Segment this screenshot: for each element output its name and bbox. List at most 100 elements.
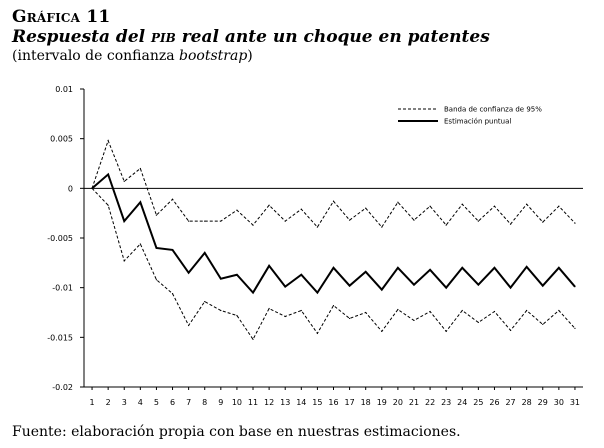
title-abbr: pib [151, 27, 176, 47]
confidence-band-point [558, 205, 560, 207]
confidence-band-point [188, 220, 190, 222]
point-estimate-point [574, 286, 576, 288]
confidence-band-point [526, 203, 528, 205]
y-tick-label: -0.005 [47, 234, 73, 243]
y-tick-label: 0.01 [55, 85, 73, 94]
subtitle-italic: bootstrap [179, 48, 248, 64]
point-estimate-point [155, 247, 158, 249]
y-tick-label: -0.015 [47, 333, 73, 342]
confidence-band-point [413, 219, 415, 221]
point-estimate-point [123, 220, 125, 222]
x-tick-label: 17 [345, 398, 355, 407]
point-estimate-point [220, 278, 222, 280]
confidence-band-line [91, 139, 576, 228]
confidence-band-point [300, 309, 302, 312]
x-tick-label: 15 [312, 398, 322, 407]
confidence-band-point [348, 317, 351, 320]
point-estimate-point [91, 187, 93, 189]
confidence-band-point [204, 220, 206, 222]
subtitle-part-1: (intervalo de confianza [12, 48, 180, 64]
x-tick-label: 16 [328, 398, 338, 407]
confidence-band-point [139, 243, 141, 245]
x-tick-label: 25 [473, 398, 483, 407]
confidence-band-point [268, 204, 270, 206]
confidence-band-point [542, 221, 544, 223]
legend-label-point-estimate: Estimación puntual [444, 118, 511, 126]
point-estimate-point [397, 267, 399, 269]
point-estimate-point [445, 287, 447, 289]
point-estimate-point [381, 289, 383, 291]
y-tick-label: 0 [68, 184, 73, 193]
x-tick-label: 24 [457, 398, 467, 407]
point-estimate-point [477, 284, 479, 286]
confidence-band-point [332, 304, 335, 307]
point-estimate-point [139, 201, 141, 203]
y-tick-label: -0.01 [52, 284, 73, 293]
point-estimate-point [236, 274, 238, 276]
point-estimate-point [413, 284, 415, 286]
confidence-band-point [284, 315, 286, 318]
confidence-band-point [300, 208, 302, 210]
confidence-band-point [155, 279, 158, 281]
x-tick-label: 8 [202, 398, 207, 407]
confidence-band-point [348, 219, 351, 221]
confidence-band-point [493, 310, 496, 313]
confidence-band-point [204, 300, 206, 303]
confidence-band-point [107, 140, 109, 142]
x-tick-label: 3 [122, 398, 127, 407]
confidence-band-point [252, 338, 254, 340]
point-estimate-point [332, 267, 335, 269]
confidence-band-point [381, 330, 383, 332]
x-tick-label: 28 [522, 398, 532, 407]
point-estimate-point [284, 286, 286, 288]
x-tick-label: 23 [441, 398, 451, 407]
figure-title: Respuesta del pib real ante un choque en… [12, 27, 490, 47]
point-estimate-point [348, 285, 351, 287]
confidence-band-point [477, 321, 479, 324]
confidence-band-point [220, 309, 222, 312]
confidence-band-point [139, 167, 141, 170]
x-tick-label: 21 [409, 398, 419, 407]
confidence-band-point [365, 207, 367, 209]
confidence-band-point [188, 324, 190, 327]
confidence-band-point [365, 311, 367, 314]
figure-label: Gráfica 11 [12, 7, 111, 27]
confidence-band-line [91, 187, 576, 341]
confidence-band-point [268, 307, 270, 310]
confidence-band-point [107, 204, 109, 206]
confidence-band-point [526, 309, 528, 312]
chart-series [91, 139, 576, 341]
point-estimate-point [429, 269, 431, 271]
confidence-band-point [542, 323, 544, 326]
confidence-band-point [252, 224, 254, 226]
point-estimate-point [542, 285, 544, 287]
point-estimate-point [461, 267, 463, 269]
confidence-band-point [171, 293, 174, 295]
point-estimate-point [316, 292, 319, 294]
point-estimate-point [526, 266, 528, 268]
x-tick-label: 14 [296, 398, 306, 407]
x-tick-label: 22 [425, 398, 435, 407]
confidence-band-point [236, 314, 238, 317]
confidence-band-point [461, 203, 463, 205]
point-estimate-point [300, 274, 302, 276]
point-estimate-point [252, 292, 254, 294]
y-tick-label: 0.005 [50, 135, 73, 144]
point-estimate-point [268, 265, 270, 267]
confidence-band-point [574, 222, 576, 224]
x-tick-label: 12 [264, 398, 274, 407]
x-tick-label: 10 [232, 398, 242, 407]
confidence-band-point [509, 223, 512, 225]
confidence-band-point [429, 310, 431, 313]
confidence-band-point [332, 200, 335, 202]
point-estimate-point [558, 267, 560, 269]
subtitle-part-2: ) [247, 48, 253, 64]
title-part-2: real ante un choque en patentes [175, 27, 490, 47]
confidence-band-point [123, 180, 125, 182]
confidence-band-point [397, 308, 399, 311]
confidence-band-point [284, 220, 286, 222]
confidence-band-point [316, 226, 319, 228]
x-tick-label: 26 [489, 398, 499, 407]
x-tick-label: 31 [570, 398, 580, 407]
